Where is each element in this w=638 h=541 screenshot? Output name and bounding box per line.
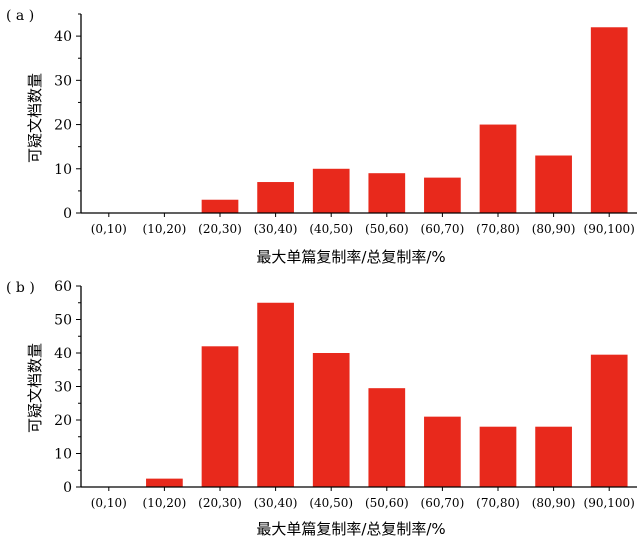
x-ticks-a: (0,10) (10,20) (20,30) (30,40) (40,50) (50,60… <box>91 213 635 236</box>
bar-7 <box>479 124 517 213</box>
x-tick-label: (40,50) <box>309 496 353 510</box>
x-tick-label: (0,10) <box>91 222 127 236</box>
x-tick-label: (70,80) <box>476 496 520 510</box>
y-tick-label: 20 <box>54 413 72 429</box>
x-tick-label: (20,30) <box>198 222 242 236</box>
bar-5 <box>368 388 406 487</box>
x-tick-label: (10,20) <box>143 496 187 510</box>
x-tick-label: (30,40) <box>254 496 298 510</box>
x-tick-label: (60,70) <box>421 222 465 236</box>
y-tick-label: 0 <box>63 480 72 496</box>
bar-7 <box>479 426 517 487</box>
chart-panel-b: ( b ) 可疑文档数量 最大单篇复制率/总复制率/% 0 10 20 30 40 50 6… <box>6 279 637 538</box>
bar-3 <box>257 182 294 213</box>
y-tick-label: 50 <box>54 313 72 329</box>
x-tick-label: (30,40) <box>254 222 298 236</box>
x-tick-label: (50,60) <box>365 222 409 236</box>
bar-9 <box>590 27 628 213</box>
y-tick-label: 40 <box>54 29 72 45</box>
x-tick-label: (40,50) <box>309 222 353 236</box>
bar-5 <box>368 173 406 213</box>
x-tick-label: (90,100) <box>584 496 635 510</box>
y-tick-label: 10 <box>54 447 72 463</box>
y-axis-label-b: 可疑文档数量 <box>26 343 44 433</box>
bars-b <box>146 302 628 488</box>
chart-panel-a: ( a ) 可疑文档数量 最大单篇复制率/总复制率/% 0 10 20 30 40 (0… <box>6 8 637 266</box>
x-tick-label: (80,90) <box>532 222 576 236</box>
y-tick-label: 60 <box>54 279 72 295</box>
bar-8 <box>535 155 572 213</box>
bar-3 <box>257 302 294 487</box>
x-axis-label-a: 最大单篇复制率/总复制率/% <box>256 248 445 266</box>
bar-1 <box>146 478 183 488</box>
x-tick-label: (10,20) <box>143 222 187 236</box>
x-tick-label: (80,90) <box>532 496 576 510</box>
y-tick-label: 10 <box>54 162 72 178</box>
x-tick-label: (50,60) <box>365 496 409 510</box>
x-tick-label: (70,80) <box>476 222 520 236</box>
axes-a <box>80 14 637 214</box>
y-tick-label: 40 <box>54 346 72 362</box>
y-tick-label: 30 <box>54 73 72 89</box>
y-axis-label-a: 可疑文档数量 <box>26 73 44 163</box>
bar-4 <box>312 353 350 487</box>
x-tick-label: (0,10) <box>91 496 127 510</box>
y-ticks-b: 0 10 20 30 40 50 60 <box>54 279 81 496</box>
bar-2 <box>201 346 239 487</box>
bars-a <box>201 27 628 213</box>
x-tick-label: (90,100) <box>584 222 635 236</box>
panel-label-a: ( a ) <box>6 8 34 24</box>
x-tick-label: (20,30) <box>198 496 242 510</box>
bar-6 <box>424 177 461 213</box>
bar-4 <box>312 168 350 213</box>
bar-2 <box>201 199 239 213</box>
x-axis-label-b: 最大单篇复制率/总复制率/% <box>256 520 445 538</box>
y-ticks-a: 0 10 20 30 40 <box>54 13 81 222</box>
bar-8 <box>535 426 572 487</box>
bar-9 <box>590 354 628 487</box>
y-tick-label: 20 <box>54 118 72 134</box>
y-tick-label: 0 <box>63 206 72 222</box>
x-ticks-b: (0,10) (10,20) (20,30) (30,40) (40,50) (50,60… <box>91 487 635 510</box>
y-tick-label: 30 <box>54 380 72 396</box>
bar-6 <box>424 416 461 487</box>
panel-label-b: ( b ) <box>6 280 35 296</box>
x-tick-label: (60,70) <box>421 496 465 510</box>
